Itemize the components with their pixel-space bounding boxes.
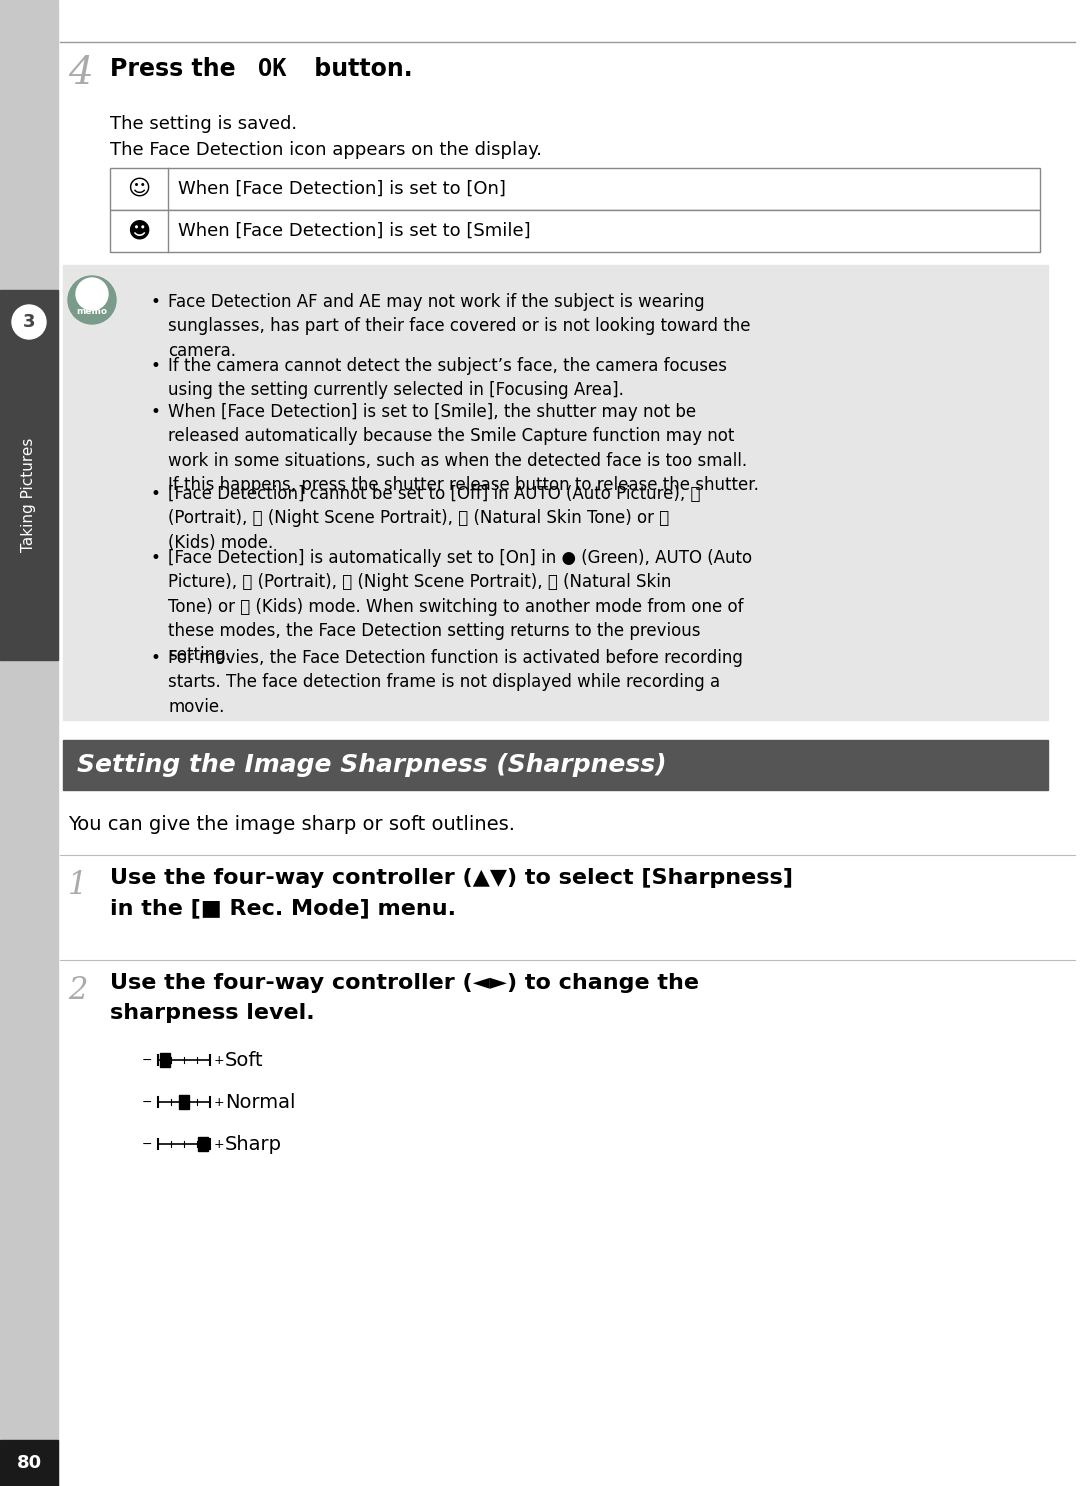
Text: If the camera cannot detect the subject’s face, the camera focuses
using the set: If the camera cannot detect the subject’… [168, 357, 727, 400]
Text: •: • [150, 484, 160, 502]
Bar [0, 1440, 58, 1486]
Text: +: + [214, 1095, 225, 1109]
Text: Face Detection AF and AE may not work if the subject is wearing
sunglasses, has : Face Detection AF and AE may not work if… [168, 293, 751, 360]
Text: When [Face Detection] is set to [Smile]: When [Face Detection] is set to [Smile] [178, 221, 530, 241]
Text: Press the: Press the [110, 56, 244, 82]
Text: 2: 2 [68, 975, 87, 1006]
Text: ☺: ☺ [127, 178, 150, 199]
Bar [198, 1137, 208, 1152]
Text: −: − [141, 1095, 152, 1109]
Text: +: + [214, 1054, 225, 1067]
Text: −: − [141, 1054, 152, 1067]
Text: You can give the image sharp or soft outlines.: You can give the image sharp or soft out… [68, 814, 515, 834]
Text: OK: OK [258, 56, 286, 82]
Text: memo: memo [77, 308, 108, 317]
Text: [Face Detection] is automatically set to [On] in ● (Green), AUTO (Auto
Picture),: [Face Detection] is automatically set to… [168, 548, 752, 664]
Text: The Face Detection icon appears on the display.: The Face Detection icon appears on the d… [110, 141, 542, 159]
Bar [63, 265, 1048, 721]
Text: The setting is saved.: The setting is saved. [110, 114, 297, 134]
Text: •: • [150, 293, 160, 311]
Text: button.: button. [306, 56, 413, 82]
Text: Taking Pictures: Taking Pictures [22, 438, 37, 553]
Text: ☻: ☻ [127, 221, 150, 241]
Text: •: • [150, 548, 160, 568]
Text: Use the four-way controller (◄►) to change the: Use the four-way controller (◄►) to chan… [110, 973, 699, 993]
Text: When [Face Detection] is set to [Smile], the shutter may not be
released automat: When [Face Detection] is set to [Smile],… [168, 403, 759, 493]
Text: [Face Detection] cannot be set to [Off] in AUTO (Auto Picture), Ⓓ
(Portrait), Ⓔ : [Face Detection] cannot be set to [Off] … [168, 484, 701, 551]
Text: sharpness level.: sharpness level. [110, 1003, 314, 1022]
Text: Soft: Soft [225, 1051, 264, 1070]
Bar [110, 168, 1040, 210]
Text: 3: 3 [23, 314, 36, 331]
Circle shape [12, 305, 46, 339]
Text: When [Face Detection] is set to [On]: When [Face Detection] is set to [On] [178, 180, 505, 198]
Text: Sharp: Sharp [225, 1134, 282, 1153]
Bar [0, 0, 58, 1486]
Text: +: + [214, 1137, 225, 1150]
Text: 4: 4 [68, 55, 93, 92]
Bar [160, 1054, 170, 1067]
Text: •: • [150, 357, 160, 374]
Text: •: • [150, 649, 160, 667]
Text: Normal: Normal [225, 1092, 296, 1112]
Text: 1: 1 [68, 869, 87, 901]
Bar [179, 1095, 189, 1109]
Bar [0, 290, 58, 660]
Text: •: • [150, 403, 160, 421]
Text: 80: 80 [16, 1453, 41, 1473]
Text: in the [■ Rec. Mode] menu.: in the [■ Rec. Mode] menu. [110, 898, 456, 918]
Text: −: − [141, 1137, 152, 1150]
Text: Setting the Image Sharpness (Sharpness): Setting the Image Sharpness (Sharpness) [77, 753, 666, 777]
Bar [63, 740, 1048, 791]
Circle shape [68, 276, 116, 324]
Bar [110, 210, 1040, 253]
Circle shape [76, 278, 108, 311]
Text: Use the four-way controller (▲▼) to select [Sharpness]: Use the four-way controller (▲▼) to sele… [110, 868, 793, 889]
Text: For movies, the Face Detection function is activated before recording
starts. Th: For movies, the Face Detection function … [168, 649, 743, 716]
